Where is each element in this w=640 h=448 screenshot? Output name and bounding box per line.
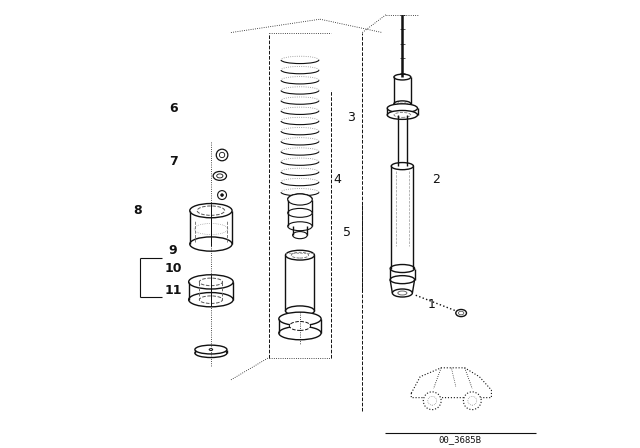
Circle shape bbox=[220, 152, 225, 158]
Ellipse shape bbox=[390, 276, 415, 284]
Circle shape bbox=[216, 149, 228, 161]
Ellipse shape bbox=[189, 293, 233, 307]
Ellipse shape bbox=[279, 327, 321, 340]
Ellipse shape bbox=[195, 345, 227, 354]
Circle shape bbox=[218, 190, 227, 199]
Ellipse shape bbox=[387, 104, 417, 113]
Ellipse shape bbox=[279, 312, 321, 326]
Text: 2: 2 bbox=[432, 173, 440, 186]
Ellipse shape bbox=[292, 232, 307, 239]
Text: 11: 11 bbox=[164, 284, 182, 297]
Ellipse shape bbox=[209, 349, 212, 350]
Text: 1: 1 bbox=[428, 297, 435, 310]
Ellipse shape bbox=[217, 174, 223, 178]
Ellipse shape bbox=[458, 311, 464, 315]
Text: 5: 5 bbox=[342, 226, 351, 239]
Text: 10: 10 bbox=[164, 262, 182, 275]
Ellipse shape bbox=[390, 264, 415, 272]
Ellipse shape bbox=[291, 252, 308, 258]
Text: 7: 7 bbox=[169, 155, 177, 168]
Circle shape bbox=[468, 396, 477, 405]
Ellipse shape bbox=[190, 203, 232, 218]
Ellipse shape bbox=[199, 278, 223, 286]
Polygon shape bbox=[412, 368, 492, 398]
Text: 4: 4 bbox=[334, 173, 342, 186]
Ellipse shape bbox=[288, 222, 312, 231]
Ellipse shape bbox=[213, 172, 227, 181]
Ellipse shape bbox=[394, 112, 411, 117]
Ellipse shape bbox=[199, 296, 223, 303]
Circle shape bbox=[463, 392, 481, 409]
Ellipse shape bbox=[285, 250, 314, 260]
Circle shape bbox=[428, 396, 436, 405]
Circle shape bbox=[423, 392, 441, 409]
Ellipse shape bbox=[288, 194, 312, 205]
Ellipse shape bbox=[392, 289, 412, 297]
Text: 3: 3 bbox=[348, 111, 355, 124]
Ellipse shape bbox=[394, 101, 411, 107]
Ellipse shape bbox=[398, 291, 407, 295]
Ellipse shape bbox=[189, 275, 233, 289]
Ellipse shape bbox=[387, 111, 417, 119]
Text: 6: 6 bbox=[169, 102, 177, 115]
Ellipse shape bbox=[289, 322, 310, 331]
Ellipse shape bbox=[285, 306, 314, 316]
Ellipse shape bbox=[288, 208, 312, 217]
Ellipse shape bbox=[195, 349, 227, 358]
Ellipse shape bbox=[197, 206, 225, 215]
Ellipse shape bbox=[391, 163, 413, 170]
Ellipse shape bbox=[456, 310, 467, 317]
Ellipse shape bbox=[190, 237, 232, 251]
Text: 00_3685B: 00_3685B bbox=[439, 435, 482, 444]
Text: 9: 9 bbox=[169, 244, 177, 257]
Text: 8: 8 bbox=[133, 204, 142, 217]
Ellipse shape bbox=[397, 102, 408, 106]
Circle shape bbox=[221, 194, 223, 196]
Ellipse shape bbox=[394, 74, 411, 80]
